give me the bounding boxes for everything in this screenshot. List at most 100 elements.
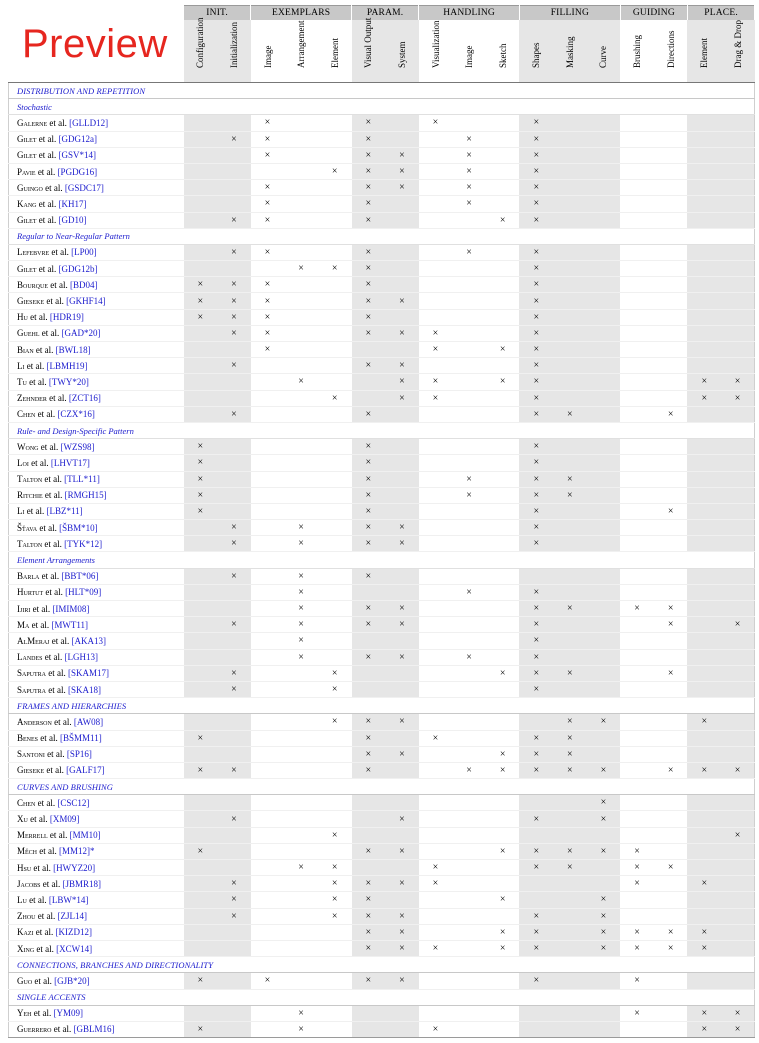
feature-cell: × (217, 406, 251, 423)
check-mark: × (298, 1007, 304, 1019)
citation-link[interactable]: [TLL*11] (64, 474, 100, 485)
citation-link[interactable]: [SKA18] (68, 684, 102, 695)
feature-cell (687, 438, 722, 456)
citation-link[interactable]: [JBMR18] (62, 878, 102, 889)
citation-link[interactable]: [LBMH19] (46, 360, 88, 371)
author-name: Guehl (17, 328, 40, 339)
feature-cell (183, 568, 218, 585)
feature-cell (687, 843, 722, 861)
citation-link[interactable]: [LBZ*11] (46, 506, 83, 517)
citation-link[interactable]: [BD04] (70, 279, 98, 290)
author-name: Xu (17, 814, 28, 825)
feature-cell: × (687, 390, 722, 407)
feature-cell (284, 503, 318, 521)
check-mark: × (365, 360, 372, 372)
check-mark: × (600, 845, 607, 857)
check-mark: × (365, 133, 372, 145)
citation-link[interactable]: [KH17] (58, 198, 87, 209)
citation-link[interactable]: [ZCT16] (68, 393, 101, 404)
citation-link[interactable]: [ZJL14] (57, 911, 88, 922)
citation-link[interactable]: [RMGH15] (64, 490, 107, 501)
citation-link[interactable]: [TYK*12] (64, 538, 103, 549)
feature-cell: × (452, 179, 486, 197)
citation-link[interactable]: [BŠMM11] (60, 733, 102, 744)
citation-link[interactable]: [HDR19] (49, 312, 84, 323)
citation-link[interactable]: [GAD*20] (61, 328, 101, 339)
citation-link[interactable]: [TWY*20] (48, 376, 89, 387)
citation-link[interactable]: [WZS98] (60, 441, 95, 452)
check-mark: × (499, 764, 506, 776)
citation-link[interactable]: [CSC12] (57, 797, 90, 808)
citation-link[interactable]: [MM12]* (59, 846, 95, 857)
citation-link[interactable]: [XCW14] (56, 943, 93, 954)
feature-cell (586, 730, 621, 747)
feature-cell (586, 276, 621, 294)
feature-cell (217, 487, 251, 504)
citation-link[interactable]: [YM09] (53, 1008, 84, 1019)
citation-link[interactable]: [GDG12b] (58, 263, 98, 274)
citation-link[interactable]: [LP00] (71, 247, 97, 258)
citation-link[interactable]: [AW08] (73, 716, 104, 727)
check-mark: × (533, 441, 540, 453)
feature-cell: × (519, 843, 554, 861)
citation-link[interactable]: [ŠBM*10] (59, 522, 98, 533)
feature-cell (687, 649, 722, 666)
citation-link[interactable]: [PGDG16] (57, 166, 98, 177)
citation-link[interactable]: [AKA13] (71, 635, 107, 646)
feature-cell (620, 665, 654, 682)
feature-cell (586, 454, 621, 472)
citation-link[interactable]: [HWYZ20] (53, 862, 96, 873)
citation-link[interactable]: [SP16] (66, 749, 92, 760)
citation-link[interactable]: [LHVT17] (50, 457, 90, 468)
feature-cell (653, 730, 688, 747)
citation-link[interactable]: [CZX*16] (57, 409, 95, 420)
citation-link[interactable]: [GSV*14] (58, 150, 97, 161)
feature-cell (418, 665, 453, 682)
feature-cell (485, 471, 520, 488)
feature-cell (250, 908, 285, 925)
feature-cell (418, 794, 453, 812)
citation-link[interactable]: [MM10] (69, 830, 101, 841)
citation-link[interactable]: [IMIM08] (52, 603, 90, 614)
citation-link[interactable]: [GLLD12] (69, 117, 109, 128)
feature-cell: × (250, 244, 285, 262)
column-header-label: Element (329, 38, 340, 68)
check-mark: × (734, 619, 741, 631)
column-header: Drag & Drop (721, 20, 755, 83)
feature-cell: × (519, 454, 554, 472)
citation-link[interactable]: [LGH13] (64, 652, 99, 663)
feature-cell (418, 908, 453, 925)
feature-cell (317, 147, 352, 164)
feature-cell: × (687, 940, 722, 958)
author-name: Tu (17, 376, 27, 387)
table-row: Benes et al. [BŠMM11] × × × × × (8, 730, 756, 747)
feature-cell: × (586, 762, 621, 780)
citation-link[interactable]: [GJB*20] (54, 975, 90, 986)
citation-link[interactable]: [SKAM17] (68, 668, 110, 679)
citation-link[interactable]: [HLT*09] (65, 587, 102, 598)
citation-link[interactable]: [BBT*06] (61, 571, 99, 582)
citation-link[interactable]: [LBW*14] (48, 894, 89, 905)
citation-link[interactable]: [BWL18] (55, 344, 91, 355)
citation-link[interactable]: [GD10] (58, 215, 87, 226)
citation-link[interactable]: [GBLM16] (73, 1024, 115, 1035)
feature-cell (183, 131, 218, 148)
feature-cell (620, 325, 654, 343)
citation-link[interactable]: [GDG12a] (58, 134, 98, 145)
feature-cell (452, 357, 486, 375)
author-name: Gieseke (17, 296, 45, 307)
citation-link[interactable]: [KIZD12] (55, 927, 93, 938)
feature-cell: × (519, 276, 554, 294)
feature-cell: × (519, 730, 554, 747)
citation-link[interactable]: [GKHF14] (66, 296, 106, 307)
check-mark: × (533, 603, 540, 615)
feature-cell (485, 292, 520, 310)
citation-link[interactable]: [GALF17] (66, 765, 105, 776)
subsection-title: Rule- and Design-Specific Pattern (7, 422, 756, 440)
feature-cell: × (519, 390, 554, 407)
citation-link[interactable]: [MWT11] (51, 619, 88, 630)
et-al-text: et al. (31, 1008, 54, 1019)
citation-link[interactable]: [GSDC17] (64, 182, 104, 193)
citation-link[interactable]: [XM09] (49, 814, 80, 825)
feature-cell (217, 114, 251, 132)
